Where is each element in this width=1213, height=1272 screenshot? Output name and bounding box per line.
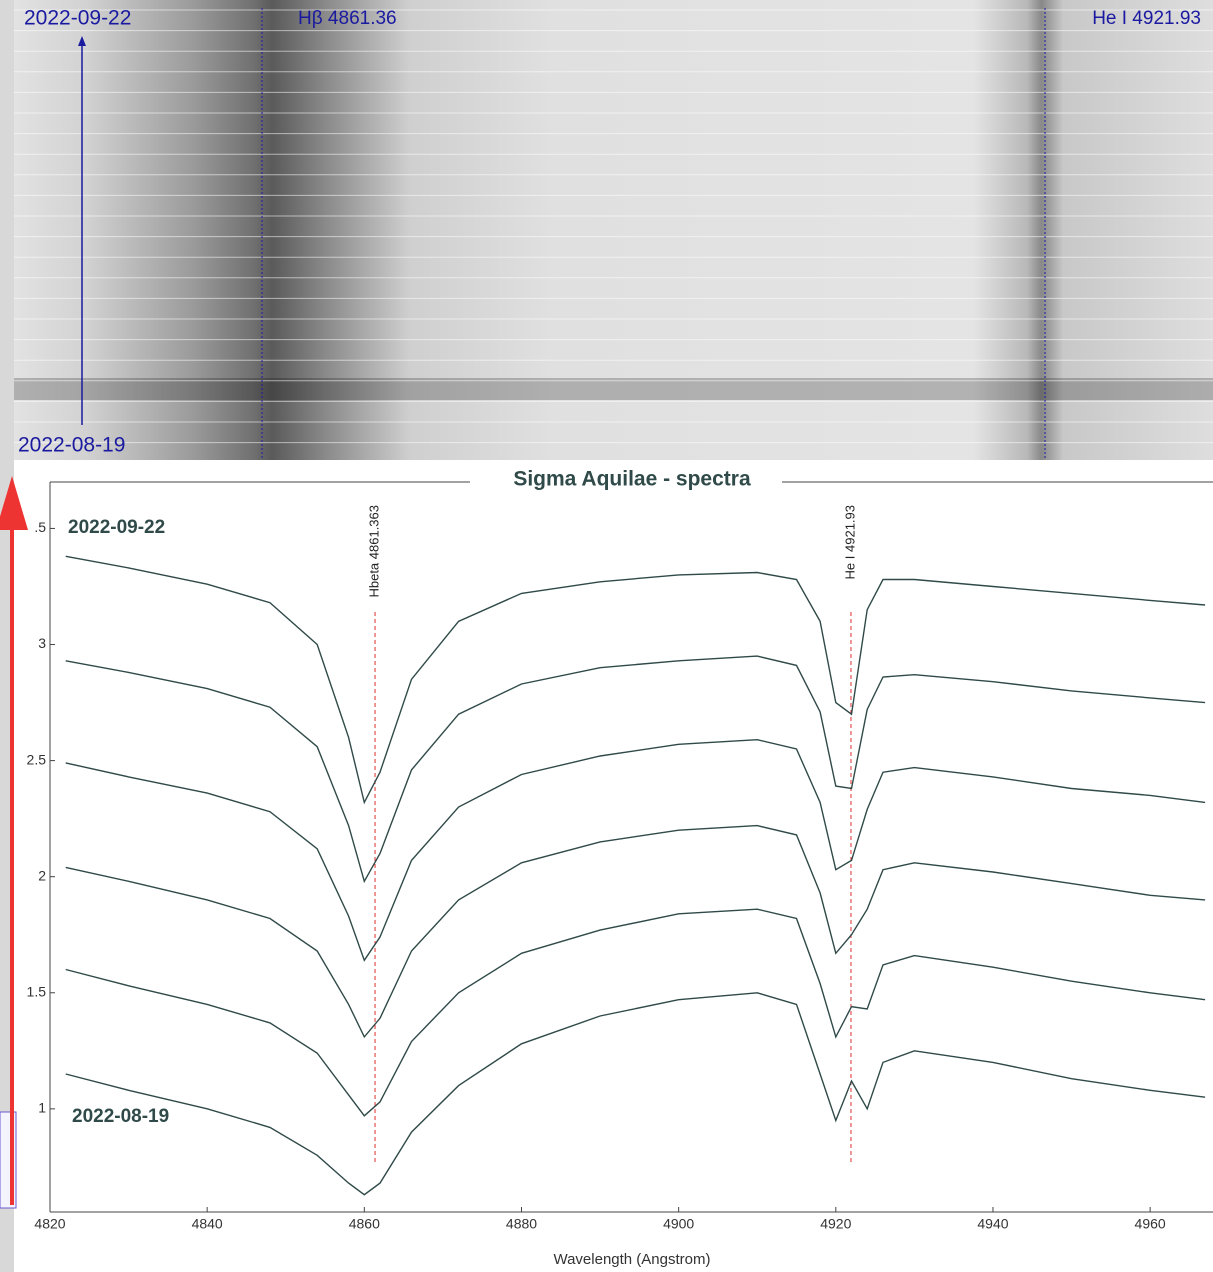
y-tick-label: 3: [38, 635, 46, 651]
y-tick-label: 1.5: [27, 983, 47, 999]
date-bottom: 2022-08-19: [18, 434, 125, 457]
y-tick-label: .5: [34, 519, 46, 535]
spectrum-line: [65, 824, 1206, 1039]
time-arrow-head: [0, 476, 28, 530]
y-tick-label: 1: [38, 1100, 46, 1116]
spectrum-line: [65, 655, 1206, 884]
x-tick-label: 4940: [977, 1216, 1008, 1232]
chart-title: Sigma Aquilae - spectra: [513, 468, 751, 491]
spectrum-line: [65, 992, 1206, 1196]
annotation-label: Hbeta 4861.363: [366, 505, 381, 598]
y-tick-label: 2.5: [27, 751, 47, 767]
x-tick-label: 4900: [663, 1216, 694, 1232]
spectrum-line: [65, 738, 1206, 962]
chart: 1 1.5 2 2.5 3 .5 4820 4840 4860 4880 4900 4920 4940 4…: [27, 481, 1213, 1232]
y-tick-label: 2: [38, 867, 46, 883]
spectrum-rows: [14, 9, 1213, 444]
x-tick-label: 4960: [1135, 1216, 1166, 1232]
dark-row: [14, 378, 1213, 400]
x-tick-label: 4820: [34, 1216, 65, 1232]
spectrum-line: [65, 555, 1206, 805]
date-label: 2022-08-19: [72, 1106, 169, 1127]
date-top: 2022-09-22: [24, 7, 131, 30]
annotation-label: He I 4921.93: [842, 505, 857, 579]
date-label: 2022-09-22: [68, 517, 165, 538]
line-label: He I 4921.93: [1092, 8, 1201, 29]
line-label: Hβ 4861.36: [298, 8, 397, 29]
x-tick-label: 4920: [820, 1216, 851, 1232]
x-tick-label: 4840: [192, 1216, 223, 1232]
spectrum-image: [14, 0, 1213, 460]
x-tick-label: 4880: [506, 1216, 537, 1232]
time-arrow-head: [78, 36, 86, 46]
x-tick-label: 4860: [349, 1216, 380, 1232]
spectrum-line: [65, 908, 1206, 1117]
x-axis-label: Wavelength (Angstrom): [553, 1251, 710, 1268]
